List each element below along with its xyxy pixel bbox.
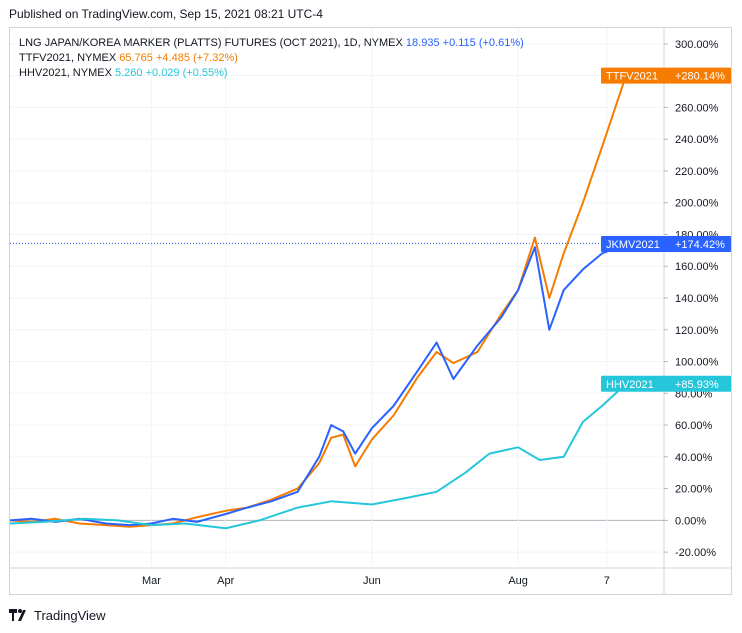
y-tick-label: 40.00% [675,452,713,464]
y-tick-label: 60.00% [675,420,713,432]
legend-symbol: LNG JAPAN/KOREA MARKER (PLATTS) FUTURES … [19,37,403,49]
legend-change: +0.115 (+0.61%) [442,37,524,49]
end-label-name: TTFV2021 [606,71,658,83]
x-tick-label: Aug [508,575,528,587]
end-label-ttfv2021: TTFV2021 +280.14% [601,67,731,84]
y-tick-label: 0.00% [675,515,706,527]
tradingview-logo-icon [9,609,26,621]
legend-row-hh[interactable]: HHV2021, NYMEX 5.260 +0.029 (+0.55%) [19,66,524,81]
chart-frame [9,27,732,595]
published-note: Published on TradingView.com, Sep 15, 20… [9,7,323,21]
legend-change: +4.485 (+7.32%) [155,52,238,64]
end-label-name: HHV2021 [606,379,654,391]
y-tick-label: 300.00% [675,39,719,51]
legend-price: 65.765 [119,52,153,64]
legend-symbol: HHV2021, NYMEX [19,67,112,79]
end-label-value: +280.14% [675,71,725,83]
legend-symbol: TTFV2021, NYMEX [19,52,117,64]
legend-row-jkm[interactable]: LNG JAPAN/KOREA MARKER (PLATTS) FUTURES … [19,36,524,51]
end-label-jkmv2021: JKMV2021 +174.42% [601,236,731,252]
footer-brand: TradingView [34,607,106,623]
end-label-name: JKMV2021 [606,239,660,251]
y-tick-label: 240.00% [675,134,719,146]
legend-price: 5.260 [115,67,143,79]
y-tick-label: 120.00% [675,325,719,337]
y-tick-label: 260.00% [675,102,719,114]
end-label-bg [601,236,731,252]
series-line-ttfv2021 [9,75,627,528]
end-label-bg [601,67,731,84]
footer: TradingView [9,606,106,624]
end-label-hhv2021: HHV2021 +85.93% [601,375,731,392]
y-tick-label: 20.00% [675,484,713,496]
legend-row-ttf[interactable]: TTFV2021, NYMEX 65.765 +4.485 (+7.32%) [19,51,524,66]
x-tick-label: 7 [604,575,610,587]
end-label-value: +174.42% [675,239,725,251]
y-tick-label: 200.00% [675,198,719,210]
x-tick-label: Apr [217,575,234,587]
y-tick-label: 100.00% [675,357,719,369]
series-line-jkmv2021 [9,243,627,527]
legend: LNG JAPAN/KOREA MARKER (PLATTS) FUTURES … [19,36,524,81]
y-tick-label: 220.00% [675,166,719,178]
end-label-bg [601,375,731,392]
y-tick-label: 140.00% [675,293,719,305]
x-tick-label: Jun [363,575,381,587]
series-line-hhv2021 [9,383,627,530]
y-tick-label: 160.00% [675,261,719,273]
x-tick-label: Mar [142,575,161,587]
legend-price: 18.935 [405,37,440,49]
y-tick-label: -20.00% [675,547,716,559]
legend-change: +0.029 (+0.55%) [145,67,228,79]
end-label-value: +85.93% [675,379,719,391]
